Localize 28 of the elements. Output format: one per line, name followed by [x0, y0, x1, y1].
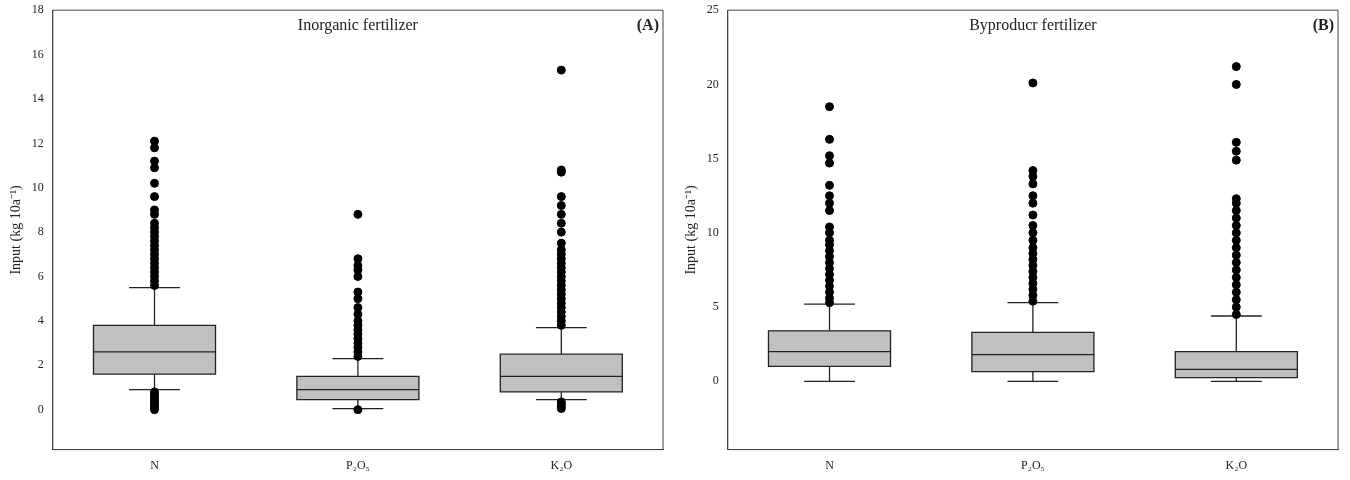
- x-tick-label: K₂O: [550, 457, 573, 472]
- x-tick-label: N: [825, 457, 835, 472]
- y-tick-label: 2: [37, 357, 44, 372]
- y-tick-label: 20: [706, 76, 719, 91]
- x-tick-label: K₂O: [1225, 457, 1248, 472]
- chart-title: Inorganic fertilizer: [297, 16, 419, 35]
- y-tick-label: 4: [37, 313, 44, 328]
- y-tick-label: 18: [31, 2, 44, 17]
- x-tick-label: P₂O₅: [1021, 457, 1045, 472]
- y-tick-label: 0: [712, 373, 719, 388]
- y-tick-label: 0: [37, 401, 44, 416]
- chart-title: Byproducr fertilizer: [969, 16, 1098, 35]
- annotation: (B): [1312, 16, 1334, 35]
- y-tick-label: 14: [31, 91, 44, 106]
- y-axis-title: Input (kg 10a⁻¹): [8, 184, 25, 275]
- y-tick-label: 16: [31, 46, 44, 61]
- x-tick-label: P₂O₅: [346, 457, 370, 472]
- y-tick-label: 25: [706, 2, 719, 17]
- annotation: (A): [636, 16, 659, 35]
- y-tick-label: 6: [37, 268, 44, 283]
- y-tick-label: 10: [31, 179, 44, 194]
- y-tick-label: 12: [31, 135, 44, 150]
- y-tick-label: 10: [706, 225, 719, 240]
- x-tick-label: N: [150, 457, 160, 472]
- y-tick-label: 8: [37, 224, 44, 239]
- y-tick-label: 15: [706, 150, 719, 165]
- y-tick-label: 5: [712, 299, 719, 314]
- y-axis-title: Input (kg 10a⁻¹): [683, 184, 700, 275]
